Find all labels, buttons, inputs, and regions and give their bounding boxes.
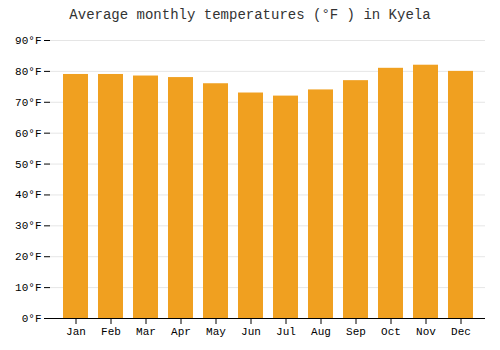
svg-text:Jul: Jul	[276, 326, 296, 338]
svg-text:60°F: 60°F	[15, 128, 41, 140]
svg-text:Mar: Mar	[136, 326, 156, 338]
svg-text:50°F: 50°F	[15, 159, 41, 171]
svg-text:Oct: Oct	[381, 326, 401, 338]
svg-text:20°F: 20°F	[15, 251, 41, 263]
svg-text:Nov: Nov	[416, 326, 436, 338]
svg-text:Jun: Jun	[241, 326, 261, 338]
svg-text:Apr: Apr	[171, 326, 191, 338]
svg-text:30°F: 30°F	[15, 220, 41, 232]
html-text:Average monthly temperatures (: Average monthly temperatures (°F ) in Ky…	[69, 7, 431, 23]
svg-text:0°F: 0°F	[22, 313, 42, 325]
svg-text:Dec: Dec	[451, 326, 471, 338]
svg-text:Feb: Feb	[101, 326, 121, 338]
svg-text:May: May	[206, 326, 226, 338]
svg-text:40°F: 40°F	[15, 189, 41, 201]
svg-text:10°F: 10°F	[15, 282, 41, 294]
svg-text:80°F: 80°F	[15, 66, 41, 78]
svg-text:Sep: Sep	[346, 326, 366, 338]
svg-text:Aug: Aug	[311, 326, 331, 338]
svg-text:70°F: 70°F	[15, 97, 41, 109]
svg-text:Jan: Jan	[66, 326, 86, 338]
svg-text:90°F: 90°F	[15, 35, 41, 47]
